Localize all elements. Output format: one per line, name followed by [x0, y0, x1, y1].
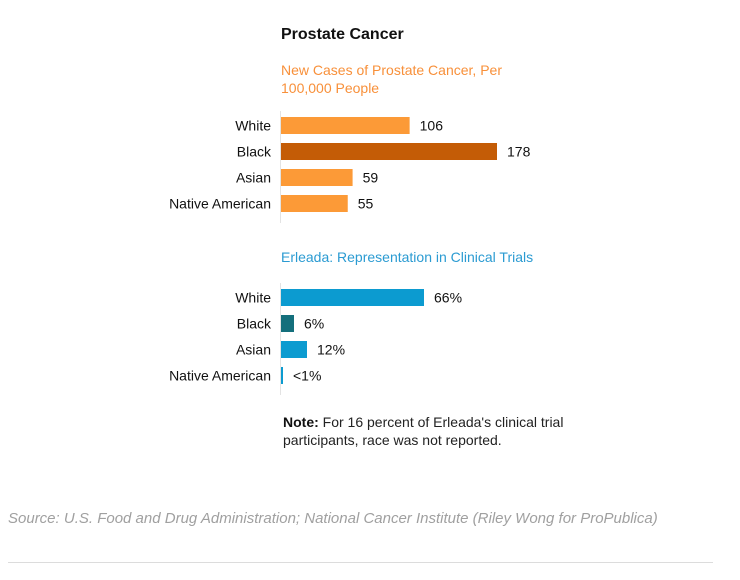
category-label-black: Black	[237, 316, 272, 332]
cases-chart-subtitle: New Cases of Prostate Cancer, Per 100,00…	[281, 62, 502, 96]
category-label-black: Black	[237, 144, 272, 160]
divider	[8, 562, 713, 563]
category-label-white: White	[235, 118, 271, 134]
source-credit: Source: U.S. Food and Drug Administratio…	[8, 510, 658, 527]
bar-native-american	[281, 367, 283, 384]
value-label-native-american: 55	[358, 196, 374, 212]
chart-title: Prostate Cancer	[281, 26, 404, 43]
bar-black	[281, 315, 294, 332]
trials-chart-subtitle: Erleada: Representation in Clinical Tria…	[281, 249, 534, 265]
note: Note: For 16 percent of Erleada's clinic…	[283, 413, 583, 449]
bar-asian	[281, 169, 353, 186]
bar-asian	[281, 341, 307, 358]
bar-white	[281, 117, 410, 134]
category-label-asian: Asian	[236, 342, 271, 358]
category-label-native-american: Native American	[169, 368, 271, 384]
category-label-native-american: Native American	[169, 196, 271, 212]
value-label-asian: 59	[363, 170, 379, 186]
cases-bar-chart: White 106 Black 178 Asian 59 Native American 55	[169, 111, 531, 223]
category-label-white: White	[235, 290, 271, 306]
value-label-black: 6%	[304, 316, 324, 332]
value-label-black: 178	[507, 144, 531, 160]
value-label-asian: 12%	[317, 342, 345, 358]
note-label: Note:	[283, 414, 319, 430]
bar-white	[281, 289, 424, 306]
category-label-asian: Asian	[236, 170, 271, 186]
trials-bar-chart: White 66% Black 6% Asian 12% Native American <1…	[169, 283, 462, 395]
value-label-white: 106	[420, 118, 444, 134]
bar-native-american	[281, 195, 348, 212]
note-text: For 16 percent of Erleada's clinical tri…	[283, 414, 564, 448]
value-label-native-american: <1%	[293, 368, 321, 384]
value-label-white: 66%	[434, 290, 462, 306]
bar-black	[281, 143, 497, 160]
